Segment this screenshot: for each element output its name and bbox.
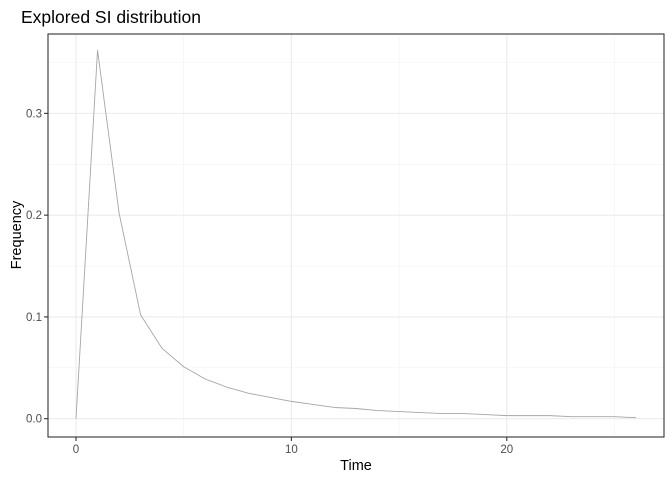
series-layer	[75, 49, 637, 419]
y-tick-label: 0.1	[26, 312, 42, 324]
grid-major	[48, 34, 664, 437]
panel-border	[47, 33, 665, 438]
y-tick-label: 0.2	[26, 210, 42, 222]
y-tick-label: 0.3	[26, 108, 42, 120]
chart-title: Explored SI distribution	[21, 7, 201, 27]
y-axis-label: Frequency	[9, 200, 25, 269]
series-line	[75, 49, 637, 419]
y-tick-label: 0.0	[26, 414, 42, 426]
x-tick-label: 10	[285, 444, 298, 456]
x-axis-label: Time	[340, 458, 372, 474]
x-tick-label: 0	[73, 444, 79, 456]
y-axis-ticks: 0.0 0.1 0.2 0.3	[26, 108, 48, 426]
x-axis-ticks: 0 10 20	[73, 437, 513, 456]
x-tick-label: 20	[500, 444, 513, 456]
grid-minor	[48, 34, 664, 437]
